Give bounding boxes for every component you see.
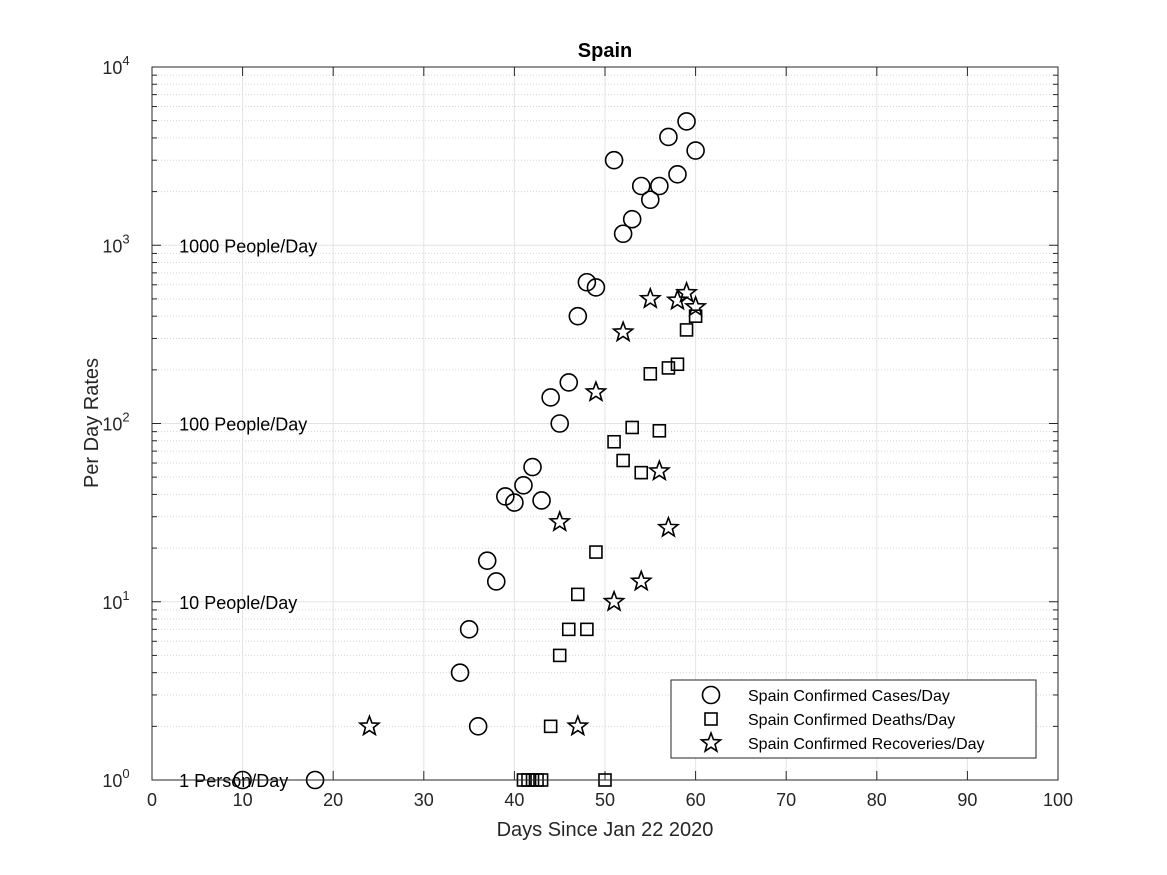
square-point — [571, 587, 585, 602]
x-tick-label: 20 — [323, 790, 343, 810]
circle-point — [586, 278, 606, 297]
star-point — [665, 288, 690, 311]
y-tick-label: 102 — [102, 410, 129, 435]
circle-point — [541, 388, 560, 407]
circle-point — [477, 551, 497, 570]
star-point — [647, 458, 672, 482]
star-point — [584, 379, 608, 403]
legend: Spain Confirmed Cases/Day Spain Confirmed… — [670, 679, 1037, 759]
circle-point — [677, 112, 696, 131]
circle-point — [532, 491, 551, 510]
x-tick-label: 30 — [414, 790, 434, 810]
circle-point — [550, 414, 570, 433]
x-tick-label: 90 — [957, 790, 977, 810]
axes: 0 10 20 30 40 50 60 70 80 90 100 100 101 102 103 104 — [102, 53, 1073, 810]
square-point — [679, 323, 694, 337]
x-tick-label: 80 — [867, 790, 887, 810]
square-point — [607, 434, 621, 449]
y-tick-label: 103 — [102, 231, 129, 256]
square-point — [552, 648, 567, 663]
square-point — [625, 420, 639, 435]
x-tick-label: 60 — [686, 790, 706, 810]
star-point — [629, 569, 653, 592]
legend-entry-label: Spain Confirmed Cases/Day — [748, 688, 950, 705]
square-point — [543, 719, 558, 734]
y-axis-label: Per Day Rates — [81, 358, 103, 488]
y-tick-label: 104 — [102, 53, 129, 78]
square-point — [580, 622, 594, 637]
square-point — [589, 545, 603, 559]
circle-point — [514, 476, 533, 495]
square-point — [634, 465, 649, 480]
circle-point — [622, 209, 642, 229]
circle-point — [523, 457, 542, 477]
x-tick-label: 0 — [147, 790, 157, 810]
x-tick-label: 10 — [233, 790, 253, 810]
circle-point — [468, 717, 488, 736]
circle-point — [659, 127, 678, 147]
square-point — [616, 453, 630, 468]
circle-point — [496, 487, 515, 506]
circle-point — [686, 141, 705, 160]
square-point — [661, 361, 676, 375]
x-tick-label: 100 — [1043, 790, 1073, 810]
square-point — [652, 424, 667, 438]
annotation-label: 10 People/Day — [179, 593, 297, 613]
circle-point — [577, 272, 597, 292]
legend-entry-label: Spain Confirmed Deaths/Day — [748, 712, 955, 729]
circle-point — [640, 190, 660, 210]
legend-marker-circle — [701, 685, 721, 705]
circle-point — [450, 663, 470, 682]
plot-frame — [151, 66, 1059, 781]
data-marks — [233, 112, 708, 790]
star-point — [683, 294, 708, 318]
legend-box — [670, 679, 1037, 759]
legend-entry-label: Spain Confirmed Recoveries/Day — [748, 736, 985, 753]
annotation-label: 100 People/Day — [179, 415, 307, 435]
circle-point — [631, 176, 651, 196]
circle-point — [604, 150, 624, 170]
circle-point — [559, 373, 579, 392]
circle-point — [568, 306, 588, 326]
chart-title: Spain — [578, 40, 632, 62]
circle-point — [668, 165, 687, 184]
legend-marker-star — [699, 730, 723, 753]
circle-point — [505, 493, 524, 512]
x-tick-label: 50 — [595, 790, 615, 810]
y-tick-label: 101 — [102, 588, 129, 613]
circle-point — [613, 224, 633, 244]
star-point — [357, 714, 382, 737]
star-point — [656, 515, 681, 538]
star-point — [638, 286, 662, 309]
x-tick-label: 70 — [776, 790, 796, 810]
y-tick-label: 100 — [102, 766, 129, 791]
star-point — [611, 319, 635, 343]
annotation-label: 1000 People/Day — [179, 236, 317, 256]
circle-point — [650, 176, 669, 196]
circle-point — [459, 620, 479, 639]
legend-marker-square — [704, 712, 718, 726]
grid — [151, 66, 1059, 781]
circle-point — [486, 572, 506, 591]
square-point — [561, 622, 576, 637]
star-point — [602, 589, 626, 612]
square-point — [643, 367, 658, 381]
star-point — [566, 714, 590, 737]
x-tick-label: 40 — [504, 790, 524, 810]
x-axis-label: Days Since Jan 22 2020 — [497, 819, 714, 841]
series-star — [357, 280, 708, 737]
star-point — [548, 509, 572, 532]
star-point — [674, 280, 699, 303]
series-circle — [233, 112, 705, 790]
square-point — [670, 357, 685, 372]
